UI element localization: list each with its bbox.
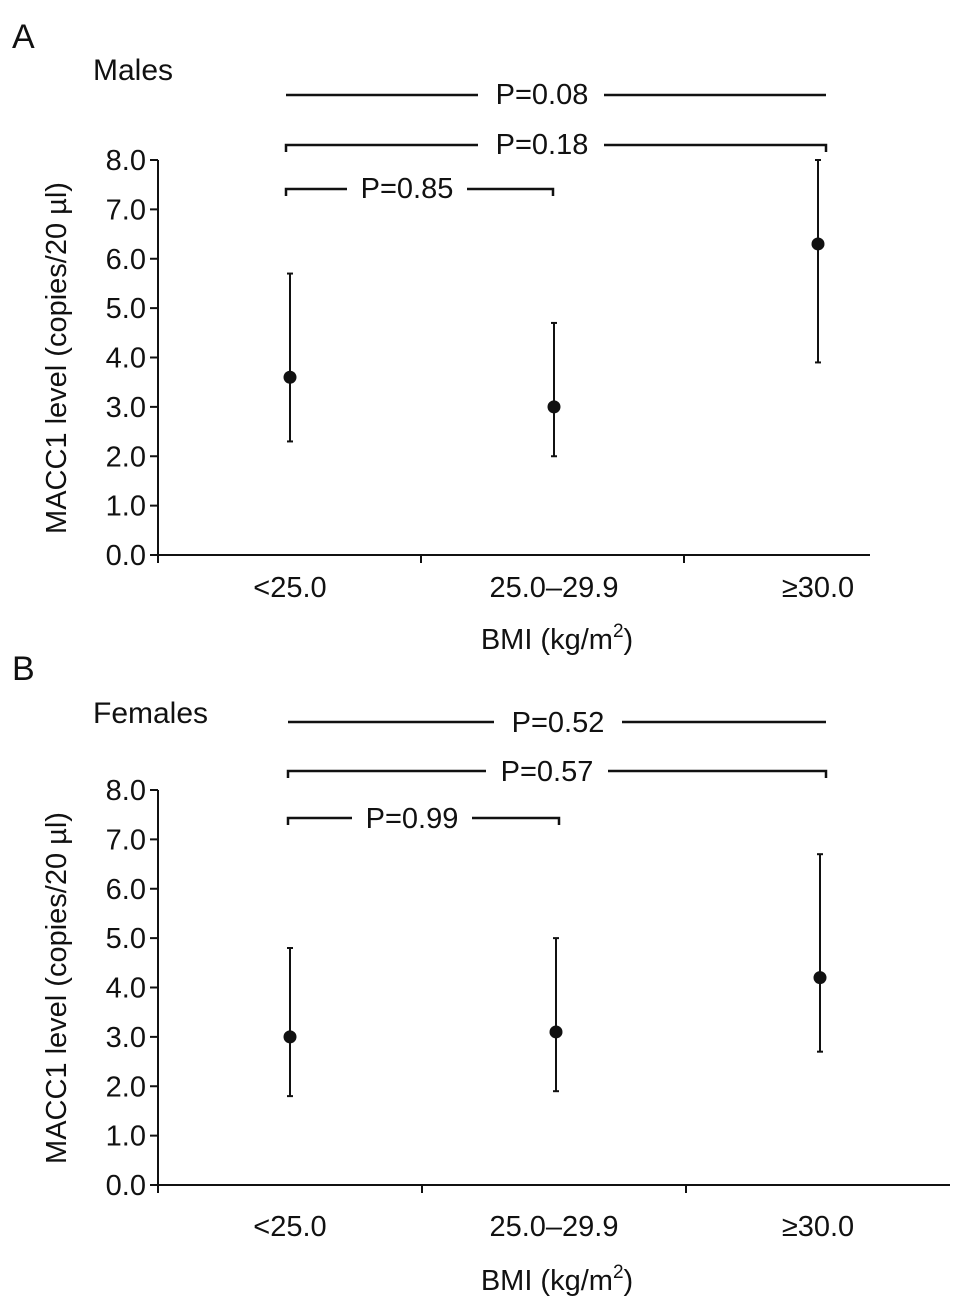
y-tick-label-a-0: 0.0 bbox=[106, 540, 146, 572]
data-point-a-0 bbox=[283, 370, 297, 384]
x-axis-label-b: BMI (kg/m2) bbox=[481, 1262, 633, 1297]
x-axis-label-text-a: BMI (kg/m bbox=[481, 624, 613, 656]
panel-letter-b: B bbox=[12, 650, 35, 688]
points-a bbox=[283, 159, 825, 458]
comparison-bracket-a-2-right bbox=[467, 187, 555, 196]
y-tick-label-a-7: 7.0 bbox=[106, 194, 146, 226]
y-tick-label-a-4: 4.0 bbox=[106, 343, 146, 375]
y-tick-label-a-6: 6.0 bbox=[106, 244, 146, 276]
comparisons-a: P=0.08 P=0.18 P=0.85 bbox=[284, 79, 828, 205]
x-tick-label-b-2: ≥30.0 bbox=[782, 1211, 854, 1243]
comparison-bracket-b-2-left bbox=[286, 816, 352, 825]
data-point-b-1 bbox=[549, 1025, 563, 1039]
comparison-label-b-0: P=0.52 bbox=[512, 707, 605, 739]
panel-title-b: Females bbox=[93, 697, 208, 730]
y-ticks-b: 0.0 1.0 2.0 3.0 4.0 5.0 6.0 7.0 8.0 bbox=[106, 775, 158, 1202]
y-tick-label-b-8: 8.0 bbox=[106, 775, 146, 807]
comparison-bracket-a-1-right bbox=[604, 143, 828, 152]
comparison-label-a-1: P=0.18 bbox=[496, 129, 589, 161]
y-tick-label-a-8: 8.0 bbox=[106, 145, 146, 177]
comparison-bracket-b-1-left bbox=[286, 769, 486, 778]
y-axis-label-b: MACC1 level (copies/20 µl) bbox=[41, 812, 73, 1164]
comparison-label-b-1: P=0.57 bbox=[501, 756, 594, 788]
y-tick-label-b-7: 7.0 bbox=[106, 824, 146, 856]
y-axis-label-a: MACC1 level (copies/20 µl) bbox=[41, 182, 73, 534]
y-tick-label-a-1: 1.0 bbox=[106, 491, 146, 523]
y-ticks-a: 0.0 1.0 2.0 3.0 4.0 5.0 6.0 7.0 8.0 bbox=[106, 145, 158, 572]
x-axis-label-a: BMI (kg/m2) bbox=[481, 621, 633, 656]
comparison-bracket-a-2-left bbox=[284, 187, 347, 196]
x-tick-label-a-2: ≥30.0 bbox=[782, 572, 854, 604]
panel-a: A Males 0.0 1.0 2.0 3.0 4.0 5.0 6.0 7.0 8.0 <25.… bbox=[12, 18, 870, 656]
data-point-b-2 bbox=[813, 971, 827, 985]
comparison-label-b-2: P=0.99 bbox=[366, 803, 459, 835]
x-axis-label-end-a: ) bbox=[624, 624, 634, 656]
y-tick-label-b-0: 0.0 bbox=[106, 1170, 146, 1202]
x-axis-label-end-b: ) bbox=[624, 1265, 634, 1297]
x-axis-label-sup-a: 2 bbox=[613, 621, 624, 642]
x-axis-label-sup-b: 2 bbox=[613, 1262, 624, 1283]
data-point-a-2 bbox=[811, 237, 825, 251]
x-tick-label-b-1: 25.0–29.9 bbox=[489, 1211, 618, 1243]
comparison-bracket-b-1-right bbox=[608, 769, 828, 778]
y-tick-label-a-2: 2.0 bbox=[106, 441, 146, 473]
panel-letter-a: A bbox=[12, 18, 35, 56]
y-tick-label-a-5: 5.0 bbox=[106, 293, 146, 325]
panel-b: B Females 0.0 1.0 2.0 3.0 4.0 5.0 6.0 7.0 8.0 <2… bbox=[12, 650, 950, 1297]
data-point-b-0 bbox=[283, 1030, 297, 1044]
comparison-bracket-b-2-right bbox=[472, 816, 561, 825]
comparison-label-a-2: P=0.85 bbox=[361, 173, 454, 205]
y-tick-label-b-4: 4.0 bbox=[106, 973, 146, 1005]
comparisons-b: P=0.52 P=0.57 P=0.99 bbox=[286, 707, 828, 835]
x-axis-label-text-b: BMI (kg/m bbox=[481, 1265, 613, 1297]
comparison-bracket-a-1-left bbox=[284, 143, 478, 152]
y-tick-label-a-3: 3.0 bbox=[106, 392, 146, 424]
data-point-a-1 bbox=[547, 400, 561, 414]
y-tick-label-b-5: 5.0 bbox=[106, 923, 146, 955]
y-tick-label-b-2: 2.0 bbox=[106, 1071, 146, 1103]
comparison-label-a-0: P=0.08 bbox=[496, 79, 589, 111]
y-tick-label-b-1: 1.0 bbox=[106, 1121, 146, 1153]
panel-title-a: Males bbox=[93, 54, 173, 87]
y-tick-label-b-6: 6.0 bbox=[106, 874, 146, 906]
points-b bbox=[283, 853, 827, 1098]
x-tick-label-b-0: <25.0 bbox=[253, 1211, 326, 1243]
y-tick-label-b-3: 3.0 bbox=[106, 1022, 146, 1054]
x-tick-label-a-1: 25.0–29.9 bbox=[489, 572, 618, 604]
x-tick-label-a-0: <25.0 bbox=[253, 572, 326, 604]
